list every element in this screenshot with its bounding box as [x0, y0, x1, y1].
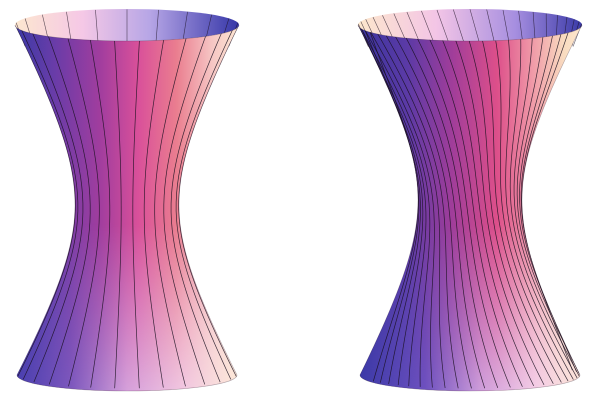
- left-ruling-line: [47, 34, 91, 385]
- left-ruling-line: [31, 32, 84, 383]
- left-ruling-line: [170, 32, 223, 383]
- left-ruling-line: [154, 36, 187, 387]
- right-ruling-line: [361, 25, 420, 383]
- right-ruling-line: [365, 25, 419, 382]
- right-hyperboloid: [357, 9, 583, 392]
- right-ruling-line: [505, 37, 574, 380]
- left-ruling-lines: [15, 26, 239, 389]
- right-ruling-line: [468, 38, 554, 384]
- right-ruling-line: [394, 34, 486, 389]
- right-ruling-line: [364, 29, 435, 388]
- right-inner-ruling-line: [518, 10, 523, 42]
- left-inner-ruling-line: [155, 9, 159, 42]
- right-ruling-line: [358, 26, 427, 387]
- left-hyperboloid-outline: [14, 24, 240, 392]
- left-ruling-line: [89, 37, 111, 388]
- left-ruling-line: [175, 29, 234, 380]
- right-ruling-line: [441, 38, 535, 387]
- left-hyperboloid-lower-shading: [15, 25, 239, 391]
- right-ruling-line: [481, 38, 562, 383]
- left-ruling-line: [143, 37, 165, 388]
- left-ruling-line: [178, 26, 239, 377]
- right-ruling-line: [360, 27, 431, 387]
- left-ruling-line: [163, 34, 207, 385]
- right-inner-ruling-line: [469, 9, 480, 42]
- right-ruling-line: [494, 38, 569, 382]
- right-ruling-line: [454, 38, 545, 386]
- right-inner-ruling-line: [406, 11, 420, 43]
- left-ruling-line: [15, 26, 76, 377]
- right-ruling-line: [428, 37, 523, 387]
- right-ruling-line: [509, 37, 578, 379]
- right-ruling-lines: [358, 25, 581, 389]
- right-inner-ruling-line: [393, 13, 408, 43]
- right-ruling-line: [404, 35, 499, 389]
- left-ruling-line: [20, 29, 79, 380]
- right-hyperboloid-outline: [357, 24, 583, 392]
- left-hyperboloid: [14, 9, 240, 392]
- right-ruling-line: [520, 32, 577, 372]
- left-ruling-line: [132, 38, 140, 389]
- left-inner-ruling-line: [182, 11, 188, 43]
- left-ruling-line: [114, 38, 122, 389]
- right-ruling-line: [416, 36, 511, 388]
- right-inner-ruling-line: [572, 23, 582, 47]
- right-inner-ruling-line: [436, 9, 449, 42]
- right-inner-ruling-line: [502, 9, 510, 42]
- right-inner-ruling-line: [453, 9, 464, 42]
- right-inner-ruling-line: [532, 12, 536, 43]
- right-hyperboloid-inner-rim: [358, 9, 582, 41]
- right-ruling-line: [358, 25, 424, 386]
- right-ruling-line: [513, 36, 580, 377]
- right-inner-ruling-line: [486, 9, 495, 42]
- right-ruling-line: [369, 30, 446, 389]
- left-inner-ruling-line: [95, 9, 99, 42]
- right-ruling-line: [384, 33, 472, 389]
- right-ruling-line: [521, 31, 573, 371]
- left-inner-ruling-line: [66, 11, 72, 43]
- left-ruling-line: [67, 36, 100, 387]
- right-ruling-line: [376, 32, 459, 389]
- right-inner-ruling-line: [421, 10, 434, 42]
